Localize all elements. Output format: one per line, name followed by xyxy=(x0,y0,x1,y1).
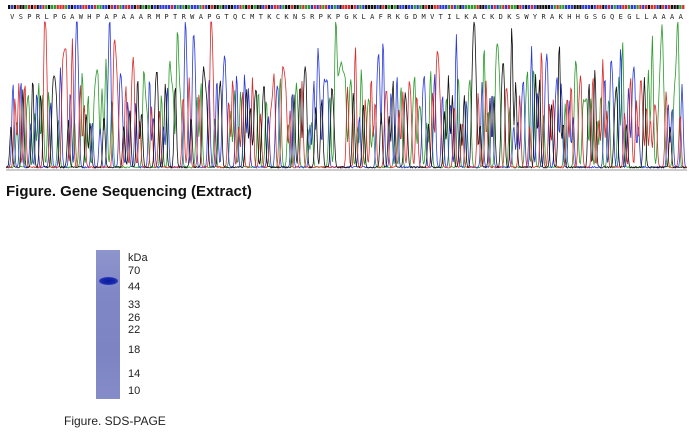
gene-sequencing-caption: Figure. Gene Sequencing (Extract) xyxy=(6,183,252,200)
marker-label: 14 xyxy=(128,368,141,380)
amino-acid-letter: V xyxy=(430,13,435,21)
amino-acid-letter: K xyxy=(353,13,358,21)
amino-acid-letter: A xyxy=(670,13,675,21)
amino-acid-letter: Q xyxy=(233,13,237,21)
amino-acid-letter: M xyxy=(422,13,426,21)
amino-acid-letter: A xyxy=(130,13,135,21)
amino-acid-letter: T xyxy=(224,13,229,21)
amino-acid-letter: T xyxy=(173,13,178,21)
amino-acid-letter: A xyxy=(70,13,75,21)
amino-acid-letter: C xyxy=(242,13,246,21)
amino-acid-letter: G xyxy=(344,13,348,21)
amino-acid-letter: G xyxy=(404,13,408,21)
amino-acid-letter: P xyxy=(164,13,168,21)
amino-acid-letter: K xyxy=(327,13,332,21)
protein-band xyxy=(99,277,118,285)
amino-acid-letter: R xyxy=(387,13,392,21)
amino-acid-letter: H xyxy=(567,13,571,21)
amino-acid-letter: A xyxy=(679,13,684,21)
marker-label: 70 xyxy=(128,265,141,277)
amino-acid-letter: A xyxy=(122,13,127,21)
amino-acid-letter: P xyxy=(96,13,100,21)
amino-acid-letter: W xyxy=(79,13,84,21)
amino-acid-letter: Q xyxy=(610,13,614,21)
amino-acid-letter: P xyxy=(207,13,211,21)
trace-A xyxy=(6,21,687,169)
amino-acid-letter: M xyxy=(156,13,160,21)
amino-acid-letter: A xyxy=(550,13,555,21)
marker-label: 33 xyxy=(128,299,141,311)
amino-acid-letter: D xyxy=(413,13,417,21)
amino-acid-letter: G xyxy=(627,13,631,21)
amino-acid-letter: G xyxy=(584,13,588,21)
amino-acid-letter: C xyxy=(276,13,280,21)
gel-lane xyxy=(96,250,120,399)
amino-acid-letter: H xyxy=(576,13,580,21)
amino-acid-letter: S xyxy=(516,13,520,21)
amino-acid-letter: L xyxy=(362,13,366,21)
amino-acid-letter: K xyxy=(267,13,272,21)
amino-acid-letter: R xyxy=(541,13,546,21)
amino-acid-letter: G xyxy=(62,13,66,21)
amino-acid-letter: W xyxy=(524,13,529,21)
amino-acid-letter: R xyxy=(310,13,315,21)
marker-label: 18 xyxy=(128,344,141,356)
amino-acid-letter: M xyxy=(250,13,254,21)
amino-acid-letter: A xyxy=(139,13,144,21)
amino-acid-letter: P xyxy=(27,13,31,21)
amino-acid-letter: A xyxy=(653,13,658,21)
amino-acid-letter: A xyxy=(473,13,478,21)
amino-acid-letter: A xyxy=(370,13,375,21)
amino-acid-letter: P xyxy=(319,13,323,21)
amino-acid-letter: K xyxy=(507,13,512,21)
amino-acid-letter: G xyxy=(601,13,605,21)
amino-acid-letter: S xyxy=(302,13,306,21)
amino-acid-letter: L xyxy=(456,13,460,21)
marker-label: 26 xyxy=(128,312,141,324)
amino-acid-letter: R xyxy=(182,13,187,21)
amino-acid-letter: A xyxy=(661,13,666,21)
marker-label: 44 xyxy=(128,281,141,293)
amino-acid-letter: D xyxy=(499,13,503,21)
amino-acid-letter: G xyxy=(216,13,220,21)
marker-label: 22 xyxy=(128,324,141,336)
amino-acid-letter: I xyxy=(447,13,451,21)
amino-acid-letter: H xyxy=(87,13,91,21)
amino-acid-letter: L xyxy=(636,13,640,21)
amino-acid-letter: R xyxy=(36,13,41,21)
sds-page-caption: Figure. SDS-PAGE xyxy=(64,414,166,428)
kda-unit-label: kDa xyxy=(128,252,148,264)
amino-acid-letter: P xyxy=(336,13,340,21)
amino-acid-letter: K xyxy=(284,13,289,21)
amino-acid-letter: K xyxy=(396,13,401,21)
amino-acid-letter: C xyxy=(482,13,486,21)
amino-acid-letter: E xyxy=(619,13,623,21)
amino-acid-letter: T xyxy=(259,13,264,21)
amino-acid-letter: K xyxy=(464,13,469,21)
amino-acid-letter: R xyxy=(147,13,152,21)
amino-acid-letter: V xyxy=(10,13,15,21)
amino-acid-letter: W xyxy=(190,13,195,21)
amino-acid-letter: T xyxy=(439,13,444,21)
amino-acid-letter: S xyxy=(593,13,597,21)
marker-label: 10 xyxy=(128,385,141,397)
amino-acid-letter: K xyxy=(490,13,495,21)
amino-acid-letter: A xyxy=(199,13,204,21)
amino-acid-letter: K xyxy=(559,13,564,21)
amino-acid-letter: P xyxy=(113,13,117,21)
amino-acid-letter: F xyxy=(379,13,383,21)
trace-T xyxy=(6,21,687,169)
trace-G xyxy=(6,21,687,169)
amino-acid-letter: L xyxy=(644,13,648,21)
amino-acid-letter: L xyxy=(44,13,48,21)
nucleotide-strip xyxy=(8,5,685,9)
amino-acid-letter: P xyxy=(53,13,57,21)
amino-acid-letter: S xyxy=(19,13,23,21)
amino-acid-letter: A xyxy=(104,13,109,21)
amino-acid-letter: Y xyxy=(533,13,538,21)
amino-acid-letter: N xyxy=(293,13,297,21)
